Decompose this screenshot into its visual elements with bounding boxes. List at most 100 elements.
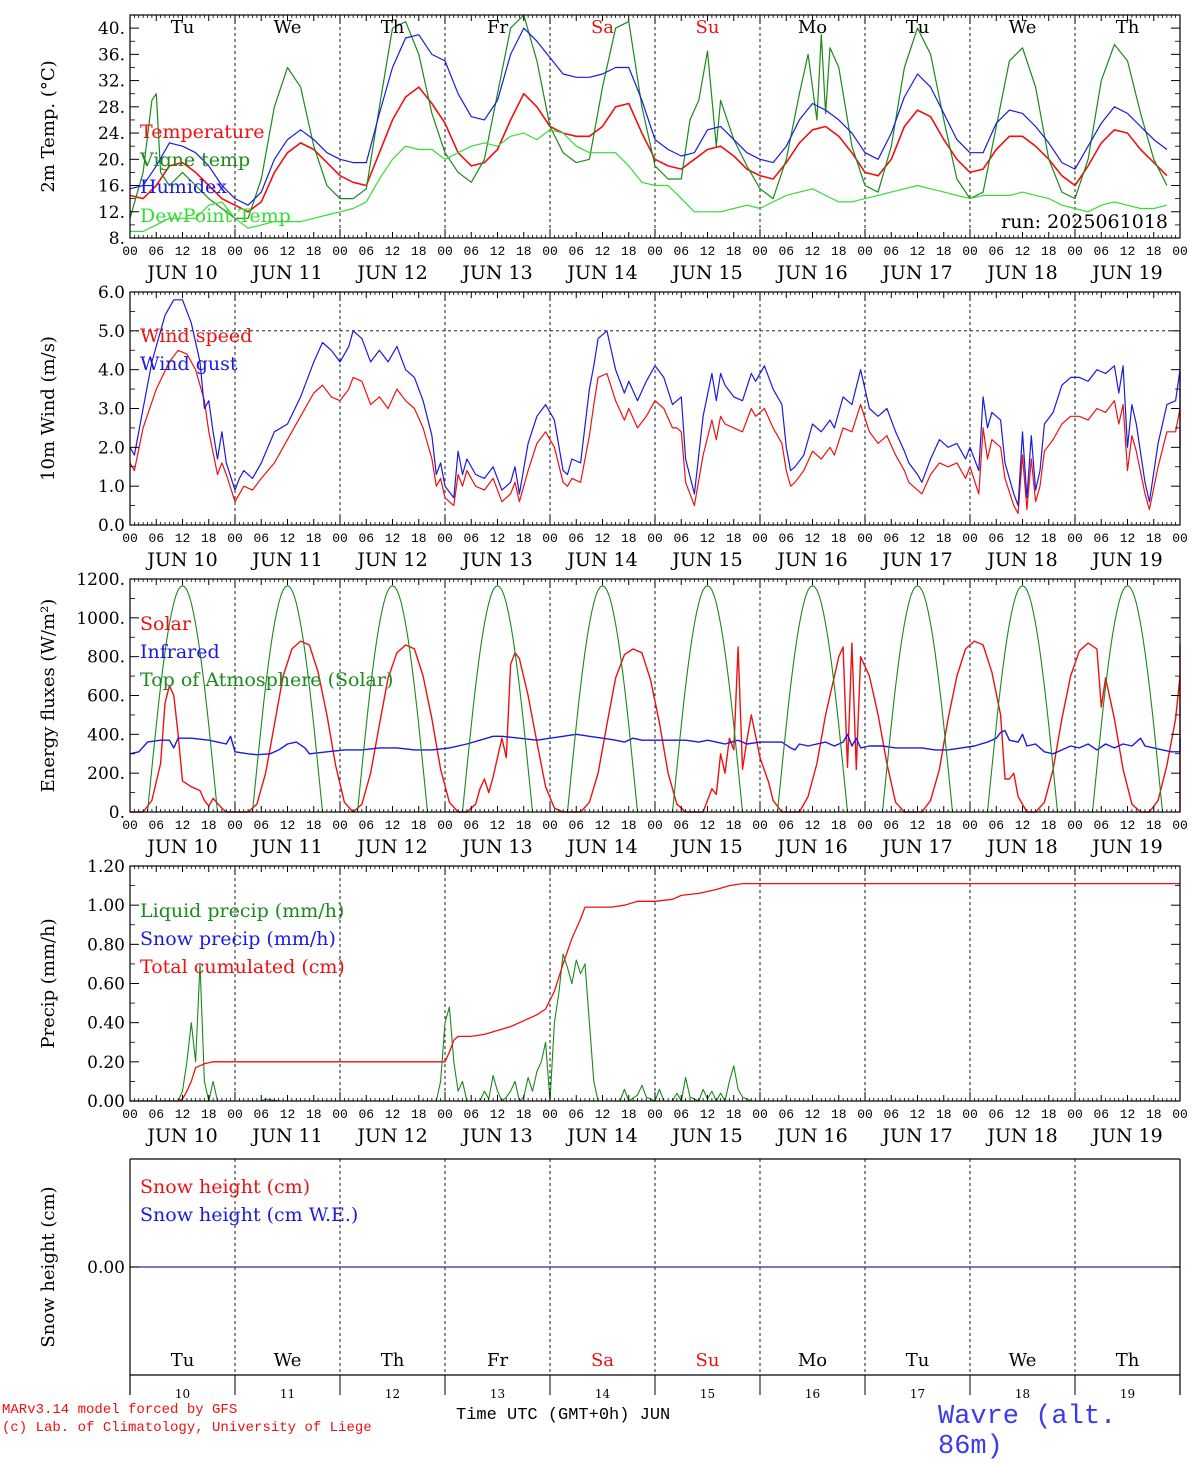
hour-tick-label: 18 — [1041, 531, 1057, 546]
hour-tick-label: 18 — [1146, 1107, 1162, 1122]
hour-tick-label: 06 — [463, 244, 479, 259]
hour-tick-label: 00 — [227, 818, 243, 833]
y-tick-label: 0.40 — [87, 1014, 125, 1034]
weekday-label: Tu — [906, 17, 930, 38]
hour-tick-label: 06 — [358, 244, 374, 259]
day-number-label: 18 — [1015, 1387, 1030, 1401]
hour-tick-label: 12 — [1120, 1107, 1136, 1122]
hour-tick-label: 06 — [1093, 531, 1109, 546]
y-tick-label: 0.20 — [87, 1053, 125, 1073]
hour-tick-label: 00 — [437, 1107, 453, 1122]
hour-tick-label: 18 — [621, 244, 637, 259]
y-tick-label: 0. — [109, 803, 125, 823]
date-label: JUN 13 — [460, 262, 532, 284]
hour-tick-label: 06 — [253, 1107, 269, 1122]
hour-tick-label: 06 — [148, 531, 164, 546]
hour-tick-label: 12 — [910, 818, 926, 833]
y-axis-label-wind: 10m Wind (m/s) — [38, 336, 59, 481]
hour-tick-label: 00 — [227, 244, 243, 259]
hour-tick-label: 00 — [752, 818, 768, 833]
hour-tick-label: 00 — [1172, 531, 1188, 546]
hour-tick-label: 06 — [568, 818, 584, 833]
weekday-label: We — [1009, 1350, 1037, 1371]
run-label: run: 2025061018 — [1001, 211, 1168, 233]
legend-temp-1: Vigne temp — [139, 149, 250, 171]
hour-tick-label: 18 — [516, 818, 532, 833]
legend-precip-2: Total cumulated (cm) — [140, 956, 345, 978]
hour-tick-label: 12 — [1120, 531, 1136, 546]
legend-precip-1: Snow precip (mm/h) — [140, 928, 336, 950]
series-line-energy-1 — [129, 729, 1181, 756]
date-label: JUN 13 — [460, 549, 532, 571]
date-label: JUN 12 — [355, 1125, 427, 1147]
time-axis-ticks — [129, 866, 1181, 1101]
time-axis-ticks — [129, 292, 1181, 525]
legend-temp-0: Temperature — [140, 121, 264, 143]
hour-tick-label: 18 — [201, 1107, 217, 1122]
month-label: JUN — [639, 1406, 671, 1425]
legend-energy-1: Infrared — [140, 641, 220, 663]
date-label: JUN 12 — [355, 549, 427, 571]
date-label: JUN 19 — [1090, 836, 1162, 858]
date-label: JUN 12 — [355, 836, 427, 858]
hour-tick-label: 18 — [1041, 1107, 1057, 1122]
hour-tick-label: 18 — [306, 244, 322, 259]
date-label: JUN 11 — [250, 836, 322, 858]
y-tick-label: 2.0 — [98, 438, 125, 458]
hour-tick-label: 00 — [227, 1107, 243, 1122]
weekday-label: Th — [381, 1350, 405, 1371]
hour-tick-label: 18 — [1041, 818, 1057, 833]
hour-tick-label: 00 — [437, 818, 453, 833]
date-label: JUN 16 — [775, 836, 847, 858]
y-axis-label-precip: Precip (mm/h) — [38, 918, 59, 1048]
series-line-precip-2 — [130, 882, 1180, 1102]
y-tick-label: 1.00 — [87, 896, 125, 916]
hour-tick-label: 18 — [621, 818, 637, 833]
hour-tick-label: 00 — [1172, 244, 1188, 259]
hour-tick-label: 00 — [332, 818, 348, 833]
hour-tick-label: 06 — [988, 818, 1004, 833]
date-label: JUN 16 — [775, 1125, 847, 1147]
hour-tick-label: 12 — [700, 1107, 716, 1122]
hour-tick-label: 12 — [910, 244, 926, 259]
date-label: JUN 13 — [460, 1125, 532, 1147]
hour-tick-label: 12 — [175, 244, 191, 259]
hour-tick-label: 18 — [621, 1107, 637, 1122]
legend-wind-1: Wind gust — [140, 353, 238, 375]
y-tick-label: 1000. — [76, 609, 125, 629]
date-label: JUN 11 — [250, 1125, 322, 1147]
hour-tick-label: 06 — [1093, 1107, 1109, 1122]
hour-tick-label: 18 — [726, 531, 742, 546]
date-label: JUN 17 — [880, 836, 952, 858]
hour-tick-label: 00 — [122, 531, 138, 546]
date-label: JUN 14 — [565, 1125, 637, 1147]
hour-tick-label: 18 — [726, 818, 742, 833]
date-label: JUN 14 — [565, 836, 637, 858]
weekday-label: Mo — [798, 17, 827, 38]
legend-temp-3: DewPoint Temp — [140, 205, 291, 227]
hour-tick-label: 18 — [936, 1107, 952, 1122]
hour-tick-label: 12 — [385, 244, 401, 259]
date-label: JUN 11 — [250, 549, 322, 571]
day-number-label: 12 — [385, 1387, 400, 1401]
series-line-wind-1 — [129, 299, 1181, 507]
hour-tick-label: 00 — [962, 818, 978, 833]
hour-tick-label: 12 — [385, 1107, 401, 1122]
date-label: JUN 11 — [250, 262, 322, 284]
y-tick-label: 0.00 — [87, 1258, 125, 1278]
hour-tick-label: 18 — [1146, 244, 1162, 259]
y-tick-label: 5.0 — [98, 322, 125, 342]
hour-tick-label: 18 — [306, 818, 322, 833]
day-number-label: 17 — [910, 1387, 925, 1401]
hour-tick-label: 12 — [1015, 818, 1031, 833]
hour-tick-label: 00 — [752, 531, 768, 546]
y-axis-label-snow: Snow height (cm) — [38, 1186, 59, 1347]
date-label: JUN 16 — [775, 262, 847, 284]
hour-tick-label: 18 — [726, 1107, 742, 1122]
weekday-label: We — [274, 1350, 302, 1371]
hour-tick-label: 12 — [280, 244, 296, 259]
y-tick-label: 800. — [87, 648, 125, 668]
y-tick-label: 0.00 — [87, 1092, 125, 1112]
weekday-label: Th — [1116, 1350, 1140, 1371]
hour-tick-label: 00 — [332, 244, 348, 259]
